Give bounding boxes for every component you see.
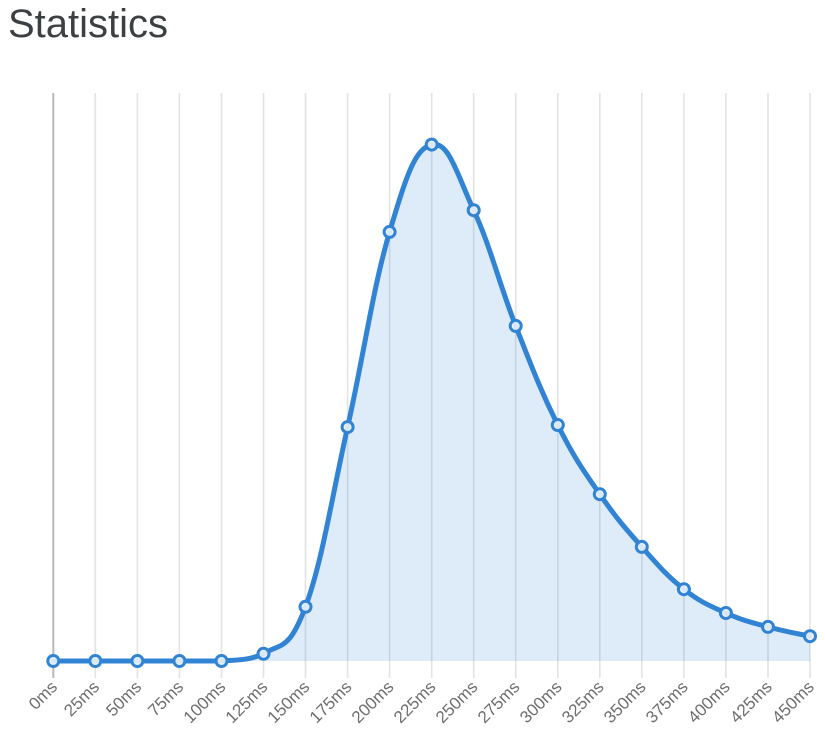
x-axis-label: 300ms [516,677,566,727]
x-axis-label: 125ms [222,677,272,727]
x-axis-label: 400ms [684,677,734,727]
x-axis-label: 375ms [642,677,692,727]
x-axis-label: 200ms [348,677,398,727]
data-point[interactable]: 200ms: 83.1 [382,224,397,239]
x-axis-label: 325ms [558,677,608,727]
x-axis-label: 450ms [768,677,818,727]
x-axis-label: 0ms [25,677,61,713]
data-point[interactable]: 150ms: 10.5 [298,599,313,614]
page-title: Statistics [8,2,169,46]
x-axis-label: 50ms [102,677,145,720]
x-axis-label: 350ms [600,677,650,727]
data-point[interactable]: 125ms: 1.4 [256,646,271,661]
x-axis-label: 275ms [474,677,524,727]
data-point[interactable]: 250ms: 87.3 [466,203,481,218]
data-point[interactable]: 300ms: 45.7 [550,418,565,432]
area-fill [53,144,811,661]
x-axis-label: 250ms [432,677,482,727]
data-point[interactable]: 400ms: 9.3 [718,606,733,620]
data-point[interactable]: 175ms: 45.3 [340,420,355,435]
x-axis-label: 225ms [390,677,440,727]
data-point[interactable]: 0ms: 0 [46,654,61,668]
data-point[interactable]: 450ms: 4.8 [803,629,817,644]
data-point[interactable]: 425ms: 6.6 [761,619,775,634]
data-point[interactable]: 75ms: 0 [172,654,187,668]
data-point[interactable]: 25ms: 0 [88,654,103,668]
data-point[interactable]: 225ms: 100 [424,137,439,152]
data-point[interactable]: 275ms: 64.9 [508,318,523,333]
data-point[interactable]: 50ms: 0 [130,654,145,668]
x-axis-label: 425ms [726,677,776,727]
data-point[interactable]: 100ms: 0 [214,654,229,668]
x-axis-label: 100ms [180,677,230,727]
data-point[interactable]: 350ms: 22.1 [634,539,649,554]
x-axis-label: 150ms [264,677,314,727]
data-point[interactable]: 375ms: 13.9 [676,582,691,597]
data-line [50,141,813,664]
x-axis-label: 25ms [60,677,103,720]
x-axis-label: 175ms [306,677,356,727]
data-point[interactable]: 325ms: 32.3 [592,487,607,502]
